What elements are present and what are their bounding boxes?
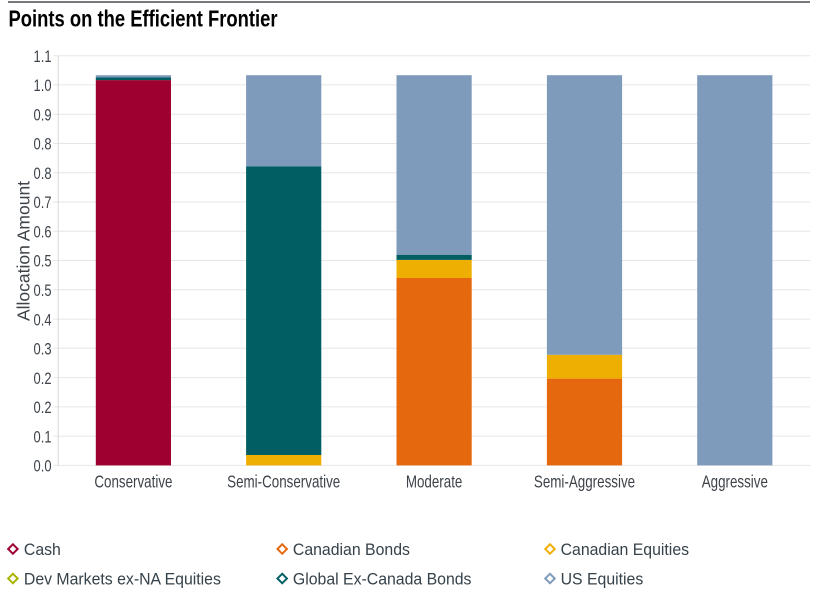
svg-text:0.7: 0.7 xyxy=(34,194,52,213)
svg-text:Moderate: Moderate xyxy=(406,473,463,492)
svg-text:0.2: 0.2 xyxy=(34,369,52,388)
svg-text:0.5: 0.5 xyxy=(34,281,52,300)
svg-text:Dev Markets ex-NA Equities: Dev Markets ex-NA Equities xyxy=(24,570,221,588)
svg-text:0.2: 0.2 xyxy=(34,398,52,417)
svg-text:Points on the Efficient Fronti: Points on the Efficient Frontier xyxy=(9,5,278,31)
svg-text:Semi-Aggressive: Semi-Aggressive xyxy=(534,473,635,492)
svg-text:Aggressive: Aggressive xyxy=(702,473,768,492)
svg-text:0.8: 0.8 xyxy=(34,135,52,154)
svg-text:0.0: 0.0 xyxy=(34,457,52,476)
svg-text:0.5: 0.5 xyxy=(34,252,52,271)
svg-text:0.9: 0.9 xyxy=(34,106,52,125)
svg-text:Allocation Amount: Allocation Amount xyxy=(14,181,34,321)
svg-text:0.8: 0.8 xyxy=(34,164,52,183)
svg-text:US Equities: US Equities xyxy=(561,570,644,588)
svg-text:0.6: 0.6 xyxy=(34,223,52,242)
svg-text:Semi-Conservative: Semi-Conservative xyxy=(227,473,340,492)
svg-text:Cash: Cash xyxy=(24,541,61,559)
svg-text:Canadian Bonds: Canadian Bonds xyxy=(293,541,410,559)
svg-text:0.3: 0.3 xyxy=(34,340,52,359)
svg-text:0.1: 0.1 xyxy=(34,428,52,447)
svg-text:0.4: 0.4 xyxy=(34,311,52,330)
svg-text:Global Ex-Canada Bonds: Global Ex-Canada Bonds xyxy=(293,570,472,588)
svg-text:1.0: 1.0 xyxy=(34,76,52,95)
svg-text:Canadian Equities: Canadian Equities xyxy=(561,541,689,559)
svg-text:Conservative: Conservative xyxy=(94,473,172,492)
svg-text:1.1: 1.1 xyxy=(34,47,52,66)
